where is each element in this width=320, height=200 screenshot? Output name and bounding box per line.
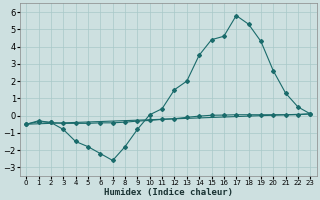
X-axis label: Humidex (Indice chaleur): Humidex (Indice chaleur) <box>104 188 233 197</box>
